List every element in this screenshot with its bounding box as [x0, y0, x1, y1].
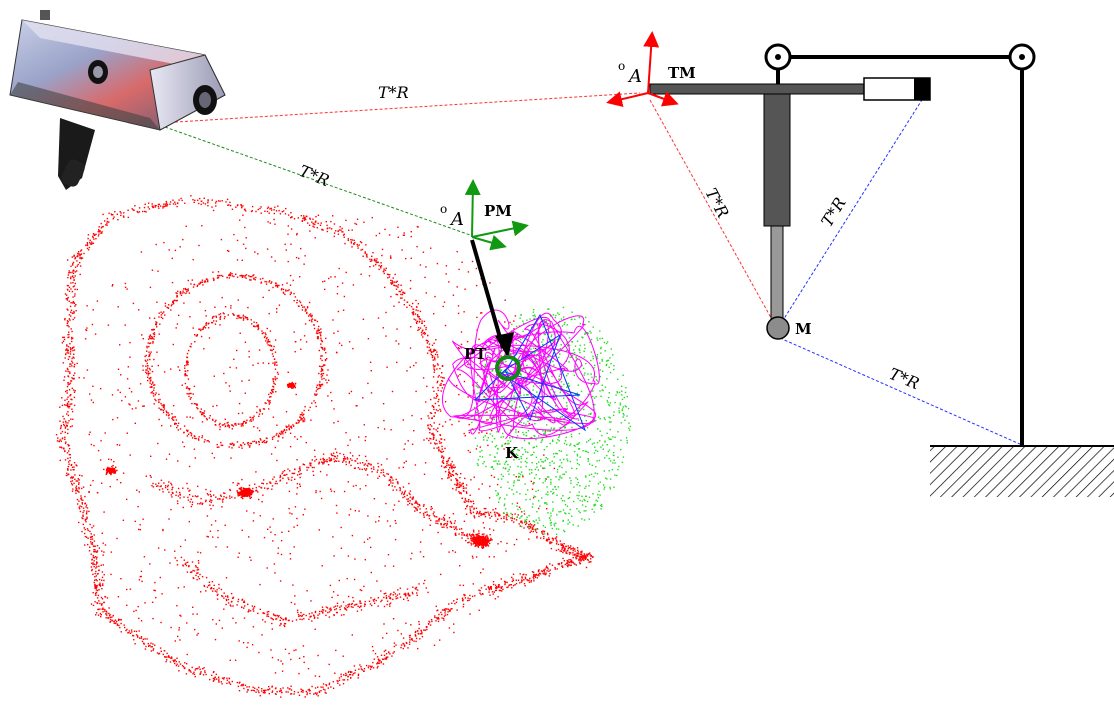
- pm-to-pt-arrowhead: [495, 332, 514, 358]
- frame-tm-tag: TM: [668, 64, 696, 82]
- link-camera-to-tm: [159, 92, 641, 124]
- frame-tm-superscript: o: [618, 59, 625, 73]
- 3d-scanner-camera-icon: [9, 10, 226, 190]
- link-camera-to-pm: [164, 126, 471, 236]
- frame-pm-name: A: [449, 209, 464, 230]
- marker-tag: M: [795, 320, 812, 338]
- target-ring: [495, 355, 521, 381]
- ground-hatch-icon: [930, 447, 1114, 497]
- target-tag: PT: [464, 345, 487, 363]
- label-tr-camera-pm: T*R: [297, 161, 333, 190]
- label-tr-camera-tm: T*R: [378, 83, 409, 102]
- star-path: [473, 313, 587, 432]
- frame-tm-axes: [606, 31, 679, 108]
- label-tr-actuator-m: T*R: [817, 194, 849, 230]
- frame-pm-tag: PM: [484, 202, 512, 220]
- link-actuator-to-m: [779, 94, 926, 326]
- marker-m: [766, 316, 790, 340]
- frame-tm-name: A: [627, 66, 642, 87]
- frame-pm-axes: [464, 179, 529, 251]
- label-tr-tm-m: T*R: [701, 185, 732, 221]
- link-m-to-ground: [779, 337, 1023, 446]
- link-tm-to-m: [649, 99, 776, 326]
- manipulator-frame: [649, 43, 1114, 497]
- pm-to-pt-arrow: [470, 239, 505, 349]
- patch-tag: K: [505, 444, 519, 462]
- probe-trajectory: [442, 309, 600, 440]
- frame-pm-superscript: o: [440, 202, 447, 216]
- label-tr-m-ground: T*R: [887, 364, 923, 393]
